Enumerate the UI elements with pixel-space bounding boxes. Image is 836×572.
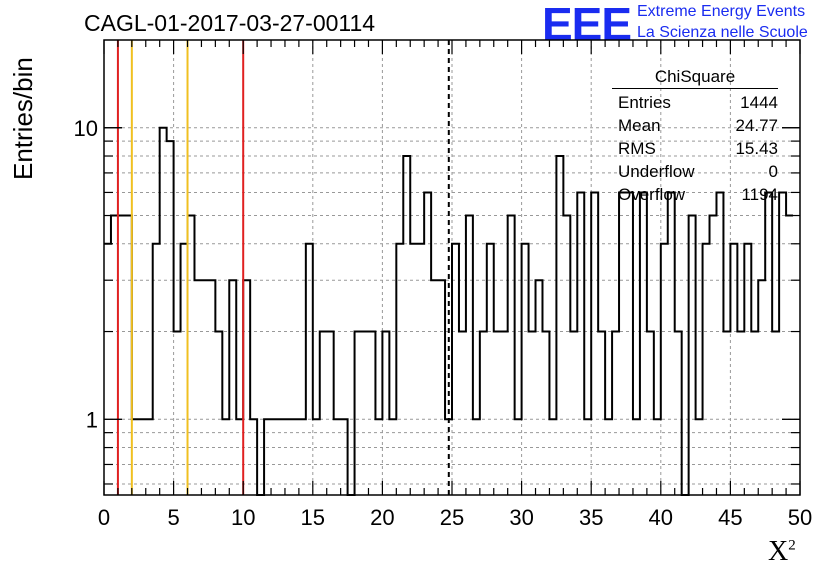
stats-label: Overflow — [618, 185, 686, 204]
stats-box: ChiSquare Entries 1444 Mean 24.77 RMS 15.43… — [612, 67, 778, 206]
x-axis-label-superscript: 2 — [788, 537, 796, 554]
stats-label: Underflow — [618, 162, 695, 181]
y-tick-label: 1 — [86, 407, 98, 432]
x-tick-label: 45 — [718, 505, 742, 530]
y-tick-label: 10 — [74, 116, 98, 141]
x-tick-label: 15 — [301, 505, 325, 530]
x-tick-label: 10 — [231, 505, 255, 530]
x-tick-label: 0 — [98, 505, 110, 530]
chart-title: CAGL-01-2017-03-27-00114 — [84, 10, 376, 36]
x-tick-label: 30 — [509, 505, 533, 530]
logo-line-1: Extreme Energy Events — [637, 3, 806, 20]
stats-value: 1444 — [740, 93, 778, 112]
stats-row-entries: Entries 1444 — [612, 91, 778, 114]
stats-value: 0 — [768, 162, 778, 181]
stats-value: 1194 — [741, 185, 778, 204]
x-tick-label: 40 — [649, 505, 673, 530]
stats-title: ChiSquare — [612, 67, 778, 89]
stats-label: RMS — [618, 139, 656, 158]
histogram-outline — [104, 126, 794, 496]
stats-row-overflow: Overflow 1194 — [612, 183, 778, 206]
x-tick-label: 35 — [579, 505, 603, 530]
x-tick-label: 20 — [370, 505, 394, 530]
x-tick-label: 5 — [167, 505, 179, 530]
logo-line-2: La Scienza nelle Scuole — [637, 24, 808, 41]
stats-row-rms: RMS 15.43 — [612, 137, 778, 160]
x-axis-label-base: X — [768, 536, 789, 567]
stats-value: 15.43 — [735, 139, 778, 158]
x-tick-label: 25 — [440, 505, 464, 530]
x-tick-label: 50 — [788, 505, 812, 530]
stats-label: Entries — [618, 93, 671, 112]
stats-row-mean: Mean 24.77 — [612, 114, 778, 137]
stats-value: 24.77 — [735, 116, 778, 135]
x-axis-label: X2 — [768, 536, 796, 568]
stats-label: Mean — [618, 116, 661, 135]
y-axis-label: Entries/bin — [8, 57, 38, 180]
stats-row-underflow: Underflow 0 — [612, 160, 778, 183]
